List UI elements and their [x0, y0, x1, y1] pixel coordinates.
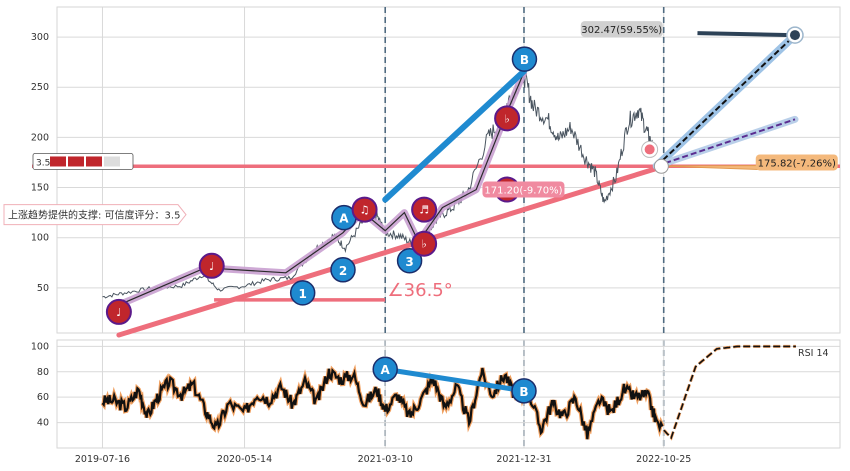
rsi-marker-b — [511, 378, 537, 404]
wave-marker-1 — [289, 280, 316, 306]
note-marker — [198, 252, 225, 279]
target-dot — [789, 30, 800, 41]
value-annotation: 302.47(59.55%) — [581, 25, 662, 36]
value-annotation: 171.20(-9.70%) — [484, 185, 562, 196]
rsi-marker-label: A — [381, 363, 391, 377]
value-annotation-box — [755, 154, 838, 171]
price-y-tick: 50 — [37, 283, 49, 294]
wave-marker-label: B — [520, 53, 529, 67]
price-frame — [56, 6, 841, 334]
wave-marker-2 — [330, 257, 356, 283]
price-y-tick: 100 — [31, 233, 49, 244]
price-y-tick: 300 — [31, 32, 49, 43]
current-price-dot — [644, 144, 655, 155]
support-badge-bar — [104, 156, 120, 167]
note-marker — [411, 230, 438, 257]
rsi-y-tick: 100 — [31, 341, 49, 352]
note-marker-glyph: ♩ — [116, 306, 121, 319]
rsi-frame — [56, 339, 841, 449]
value-annotation-box — [580, 21, 663, 38]
rsi-forecast-line — [663, 345, 796, 440]
rising-support-trendline — [116, 163, 667, 338]
x-tick-label: 2020-05-14 — [217, 454, 272, 465]
x-tick-label: 2021-12-31 — [496, 454, 551, 465]
rsi-forecast-glow — [662, 344, 796, 441]
x-tick-label: 2019-07-16 — [75, 454, 130, 465]
note-marker-glyph: ♩ — [209, 260, 214, 273]
rsi-marker-a — [372, 356, 398, 382]
price-y-tick: 150 — [31, 183, 49, 194]
support-anchor-ring — [653, 158, 669, 174]
angle-label: ∠36.5° — [388, 280, 453, 301]
support-badge-score: 3.5 — [36, 158, 50, 168]
support-label-text: 上涨趋势提供的支撑: 可信度评分：3.5 — [8, 209, 180, 222]
note-marker — [105, 298, 132, 325]
rsi-line — [101, 367, 664, 440]
rsi-y-tick: 40 — [37, 418, 49, 429]
x-axis: 2019-07-16 2020-05-14 2021-03-10 2021-12-31… — [75, 454, 691, 465]
rsi-divergence-line — [384, 366, 525, 394]
note-marker — [411, 196, 438, 223]
support-badge-bar — [68, 156, 84, 167]
wave-marker-3 — [396, 248, 423, 274]
wave-marker-label: 2 — [339, 264, 347, 278]
rsi-legend: RSI 14 — [798, 348, 829, 359]
swing-path-core — [118, 71, 525, 306]
price-y-tick: 250 — [31, 82, 49, 93]
support-label-box — [3, 204, 187, 226]
x-tick-label: 2021-03-10 — [358, 454, 413, 465]
projection-mid-line — [656, 118, 796, 167]
price-line — [102, 68, 653, 299]
wave-marker-label: 1 — [299, 287, 307, 301]
rsi-y-tick: 80 — [37, 367, 49, 378]
value-annotation: 175.82(-7.26%) — [758, 158, 836, 169]
wave-marker-label: 3 — [405, 255, 413, 269]
note-marker-glyph: ♫ — [360, 204, 370, 217]
value-annotation-box — [482, 181, 565, 198]
rsi-panel: 40 60 80 100 A B RSI 14 — [31, 339, 841, 449]
note-marker — [494, 105, 521, 132]
support-badge-bar — [50, 156, 66, 167]
ab-trend-line — [382, 68, 527, 203]
note-marker — [351, 196, 378, 223]
target-arrow — [697, 31, 792, 38]
x-tick-label: 2022-10-25 — [636, 454, 691, 465]
wave-marker-label: A — [339, 212, 349, 226]
rsi-y-tick: 60 — [37, 392, 49, 403]
note-marker-glyph: ♭ — [422, 238, 427, 251]
rsi-marker-label: B — [519, 385, 528, 399]
projection-up-line — [655, 34, 796, 167]
note-marker-glyph: ♭ — [505, 112, 510, 125]
price-y-tick: 200 — [31, 132, 49, 143]
wave-marker-b — [511, 46, 538, 72]
support-badge-bar — [86, 156, 102, 167]
note-marker-glyph: ♬ — [419, 204, 429, 217]
